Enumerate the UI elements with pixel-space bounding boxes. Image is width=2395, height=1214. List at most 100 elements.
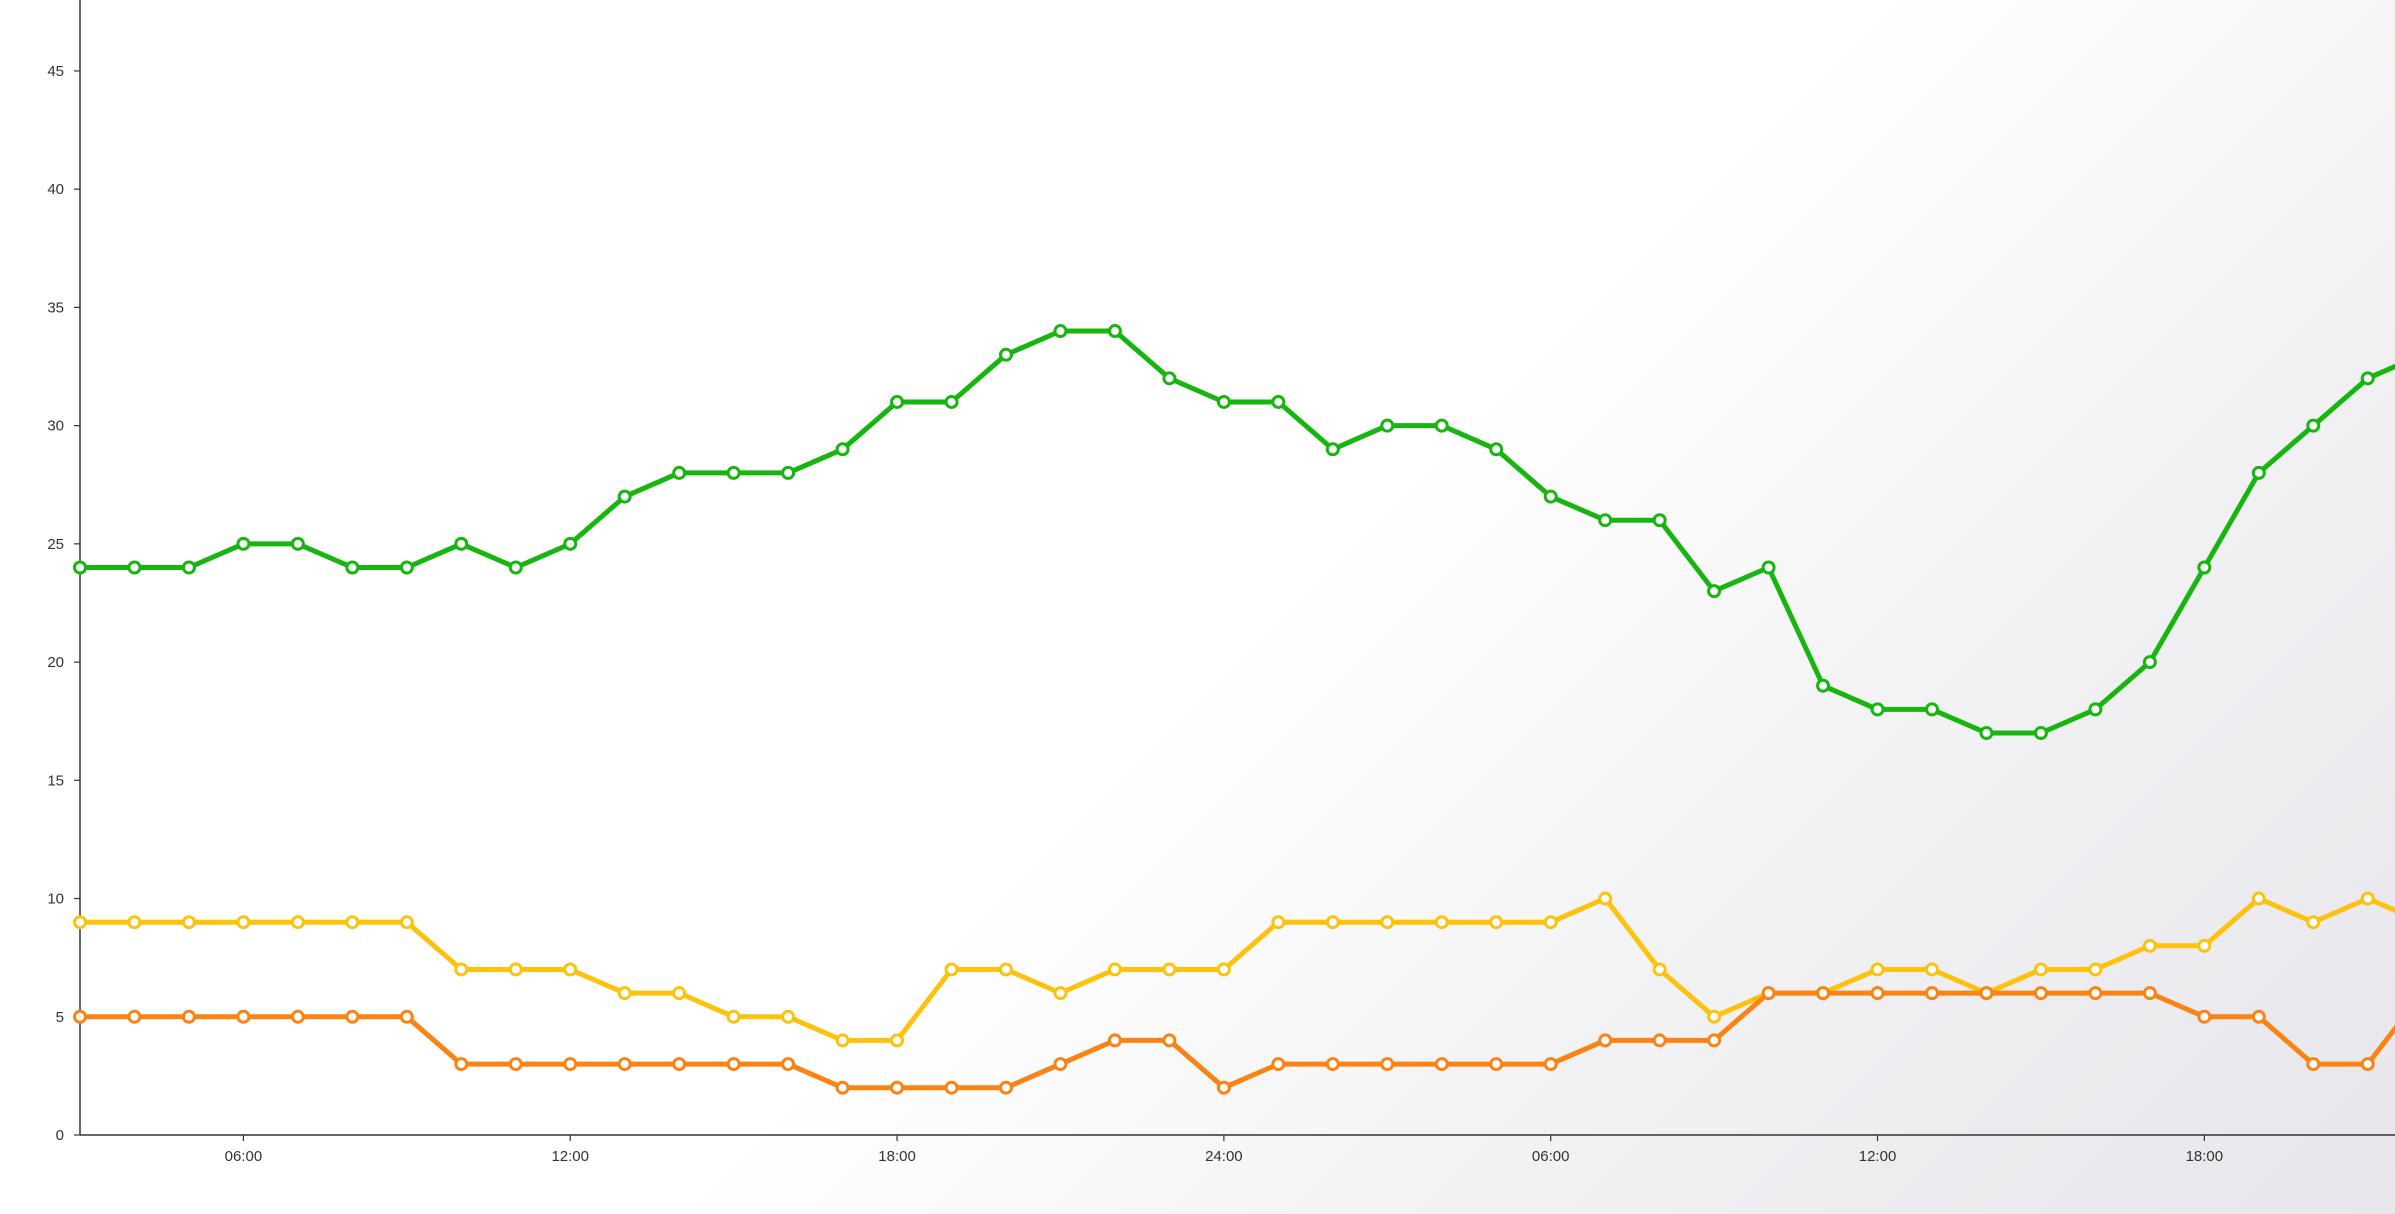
data-point-orange[interactable] — [1271, 1057, 1286, 1072]
data-point-green[interactable] — [1216, 394, 1231, 409]
data-point-green[interactable] — [508, 560, 523, 575]
data-point-yellow[interactable] — [672, 986, 687, 1001]
data-point-orange[interactable] — [563, 1057, 578, 1072]
data-point-orange[interactable] — [127, 1009, 142, 1024]
data-point-green[interactable] — [1434, 418, 1449, 433]
data-point-yellow[interactable] — [835, 1033, 850, 1048]
data-point-orange[interactable] — [1652, 1033, 1667, 1048]
data-point-green[interactable] — [1979, 726, 1994, 741]
data-point-green[interactable] — [236, 536, 251, 551]
data-point-green[interactable] — [835, 442, 850, 457]
data-point-green[interactable] — [1107, 324, 1122, 339]
data-point-yellow[interactable] — [1598, 891, 1613, 906]
data-point-orange[interactable] — [672, 1057, 687, 1072]
data-point-orange[interactable] — [1598, 1033, 1613, 1048]
data-point-green[interactable] — [2033, 726, 2048, 741]
data-point-orange[interactable] — [1925, 986, 1939, 1001]
data-point-orange[interactable] — [999, 1080, 1013, 1095]
data-point-green[interactable] — [2251, 465, 2266, 480]
data-point-orange[interactable] — [1325, 1057, 1340, 1072]
data-point-orange[interactable] — [181, 1009, 196, 1024]
data-point-green[interactable] — [73, 560, 87, 575]
data-point-orange[interactable] — [1216, 1080, 1231, 1095]
data-point-orange[interactable] — [1434, 1057, 1449, 1072]
data-point-green[interactable] — [1543, 489, 1558, 504]
data-point-orange[interactable] — [1707, 1033, 1722, 1048]
data-point-yellow[interactable] — [236, 915, 251, 930]
data-point-yellow[interactable] — [781, 1009, 796, 1024]
data-point-yellow[interactable] — [2088, 962, 2103, 977]
data-point-yellow[interactable] — [1053, 986, 1068, 1001]
data-point-yellow[interactable] — [181, 915, 196, 930]
data-point-yellow[interactable] — [345, 915, 360, 930]
data-point-green[interactable] — [781, 465, 796, 480]
data-point-green[interactable] — [563, 536, 578, 551]
data-point-orange[interactable] — [508, 1057, 523, 1072]
data-point-yellow[interactable] — [999, 962, 1013, 977]
data-point-green[interactable] — [1271, 394, 1286, 409]
data-point-yellow[interactable] — [290, 915, 305, 930]
data-point-green[interactable] — [1380, 418, 1395, 433]
data-point-orange[interactable] — [2360, 1057, 2375, 1072]
data-point-yellow[interactable] — [127, 915, 142, 930]
data-point-yellow[interactable] — [617, 986, 632, 1001]
data-point-orange[interactable] — [2142, 986, 2157, 1001]
data-point-green[interactable] — [454, 536, 469, 551]
data-point-yellow[interactable] — [890, 1033, 905, 1048]
data-point-orange[interactable] — [1107, 1033, 1122, 1048]
data-point-yellow[interactable] — [1707, 1009, 1722, 1024]
data-point-orange[interactable] — [2251, 1009, 2266, 1024]
data-point-yellow[interactable] — [726, 1009, 741, 1024]
data-point-orange[interactable] — [1053, 1057, 1068, 1072]
data-point-green[interactable] — [2088, 702, 2103, 717]
data-point-orange[interactable] — [399, 1009, 414, 1024]
data-point-yellow[interactable] — [1543, 915, 1558, 930]
data-point-yellow[interactable] — [1162, 962, 1177, 977]
data-point-orange[interactable] — [835, 1080, 850, 1095]
data-point-orange[interactable] — [2088, 986, 2103, 1001]
data-point-green[interactable] — [890, 394, 905, 409]
data-point-green[interactable] — [726, 465, 741, 480]
data-point-green[interactable] — [1870, 702, 1885, 717]
data-point-green[interactable] — [617, 489, 632, 504]
data-point-yellow[interactable] — [563, 962, 578, 977]
data-point-green[interactable] — [1325, 442, 1340, 457]
data-point-orange[interactable] — [1162, 1033, 1177, 1048]
data-point-yellow[interactable] — [454, 962, 469, 977]
data-point-green[interactable] — [999, 347, 1013, 362]
data-point-yellow[interactable] — [2306, 915, 2321, 930]
data-point-orange[interactable] — [617, 1057, 632, 1072]
data-point-green[interactable] — [1816, 678, 1831, 693]
data-point-yellow[interactable] — [1434, 915, 1449, 930]
data-point-orange[interactable] — [890, 1080, 905, 1095]
data-point-orange[interactable] — [1380, 1057, 1395, 1072]
data-point-orange[interactable] — [1543, 1057, 1558, 1072]
data-point-yellow[interactable] — [2197, 938, 2212, 953]
data-point-green[interactable] — [181, 560, 196, 575]
data-point-yellow[interactable] — [73, 915, 87, 930]
data-point-yellow[interactable] — [399, 915, 414, 930]
data-point-green[interactable] — [127, 560, 142, 575]
data-point-orange[interactable] — [1870, 986, 1885, 1001]
data-point-green[interactable] — [1162, 371, 1177, 386]
data-point-green[interactable] — [399, 560, 414, 575]
data-point-yellow[interactable] — [2360, 891, 2375, 906]
data-point-green[interactable] — [345, 560, 360, 575]
data-point-orange[interactable] — [290, 1009, 305, 1024]
data-point-yellow[interactable] — [2142, 938, 2157, 953]
data-point-green[interactable] — [1489, 442, 1504, 457]
data-point-green[interactable] — [1761, 560, 1776, 575]
data-point-orange[interactable] — [345, 1009, 360, 1024]
data-point-yellow[interactable] — [508, 962, 523, 977]
data-point-yellow[interactable] — [2033, 962, 2048, 977]
data-point-yellow[interactable] — [2251, 891, 2266, 906]
data-point-yellow[interactable] — [1380, 915, 1395, 930]
data-point-yellow[interactable] — [1870, 962, 1885, 977]
data-point-orange[interactable] — [1979, 986, 1994, 1001]
data-point-green[interactable] — [1925, 702, 1939, 717]
data-point-yellow[interactable] — [1652, 962, 1667, 977]
data-point-green[interactable] — [1598, 513, 1613, 528]
data-point-orange[interactable] — [73, 1009, 87, 1024]
data-point-orange[interactable] — [781, 1057, 796, 1072]
data-point-orange[interactable] — [454, 1057, 469, 1072]
